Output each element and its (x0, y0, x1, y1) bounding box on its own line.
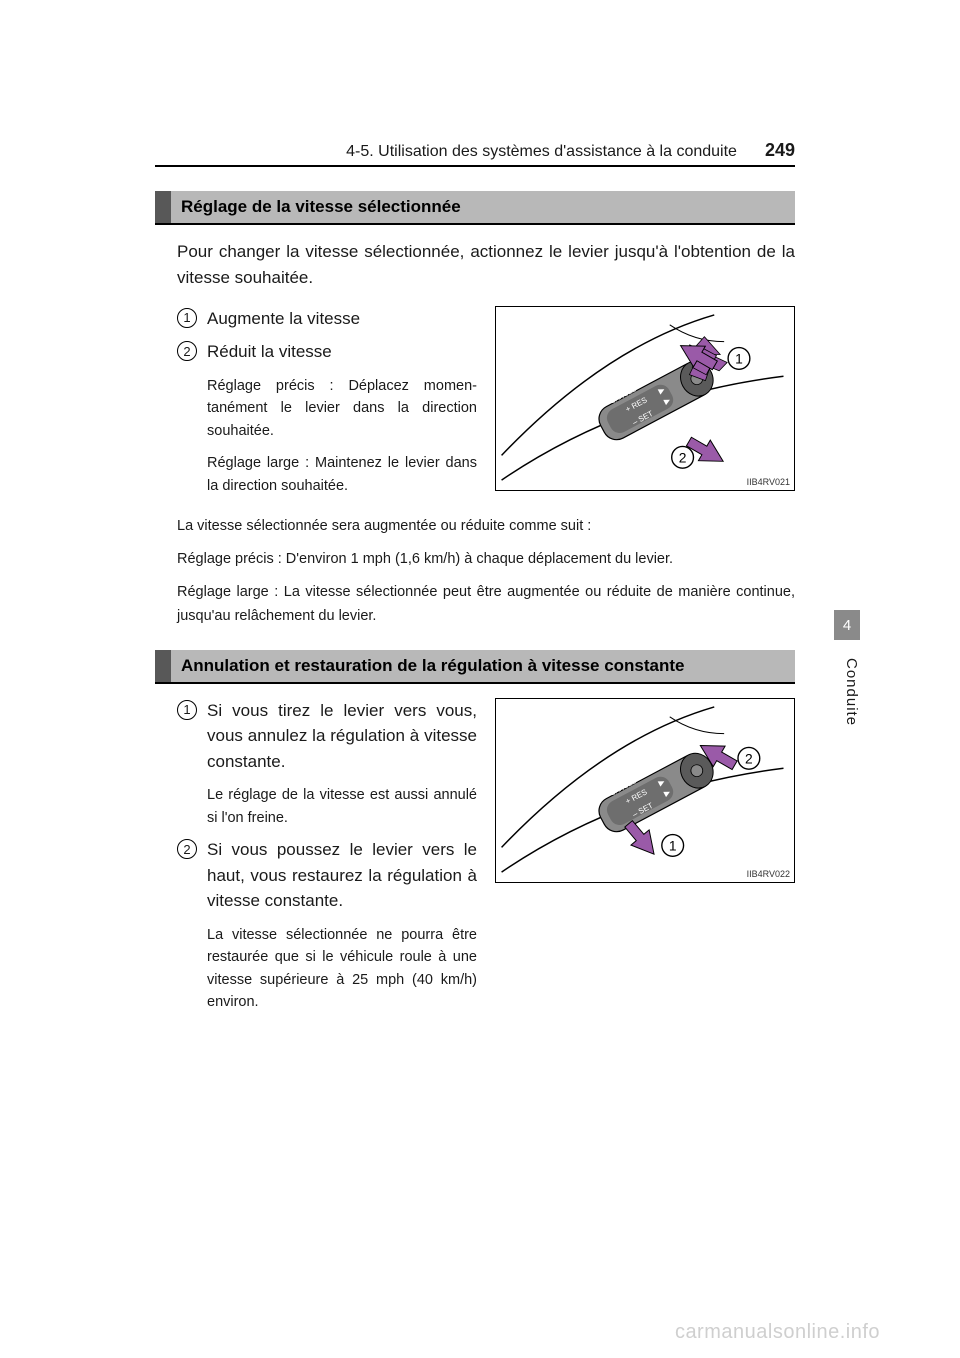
section2-figure-col: CANCEL + RES – SET (495, 698, 795, 1022)
figure-caption: IIB4RV022 (747, 869, 790, 879)
item-label: Si vous poussez le levier vers le haut, … (207, 837, 477, 914)
side-tab: 4 Conduite (834, 610, 860, 780)
after-p1: La vitesse sélectionnée sera augmentée o… (177, 515, 795, 538)
page-header: 4-5. Utilisation des systèmes d'assistan… (155, 140, 795, 167)
section1-intro: Pour changer la vitesse sélectionnée, ac… (155, 239, 795, 292)
list-item: 1 Si vous tirez le levier vers vous, vou… (177, 698, 477, 829)
section-title: Annulation et restauration de la régulat… (171, 650, 695, 682)
figure-annulation: CANCEL + RES – SET (495, 698, 795, 883)
item-sub: Le réglage de la vitesse est aussi annul… (207, 784, 477, 829)
callout-number-icon: 1 (177, 700, 197, 720)
section2-left: 1 Si vous tirez le levier vers vous, vou… (177, 698, 477, 1022)
section-path: 4-5. Utilisation des systèmes d'assistan… (346, 143, 737, 161)
section1-columns: 1 Augmente la vitesse 2 Réduit la vitess… (155, 306, 795, 505)
callout-2: 2 (679, 449, 687, 465)
callout-number-icon: 2 (177, 839, 197, 859)
figure-caption: IIB4RV021 (747, 477, 790, 487)
after-p3: Réglage large : La vitesse sélectionnée … (177, 581, 795, 627)
after-p2: Réglage précis : D'environ 1 mph (1,6 km… (177, 548, 795, 571)
callout-2: 2 (745, 750, 753, 766)
item-body: Augmente la vitesse (207, 306, 477, 332)
section-heading-annulation: Annulation et restauration de la régulat… (155, 650, 795, 684)
callout-1: 1 (735, 350, 743, 366)
figure-reglage: CANCEL + RES – SET (495, 306, 795, 491)
section1-after: La vitesse sélectionnée sera augmentée o… (155, 515, 795, 628)
list-item: 2 Réduit la vitesse Réglage précis : Dép… (177, 339, 477, 497)
watermark: carmanualsonline.info (675, 1321, 880, 1344)
lever-diagram-svg: CANCEL + RES – SET (496, 699, 794, 882)
item-label: Si vous tirez le levier vers vous, vous … (207, 698, 477, 775)
list-item: 1 Augmente la vitesse (177, 306, 477, 332)
item-sub: Réglage large : Maintenez le levier dans… (207, 452, 477, 497)
callout-number-icon: 2 (177, 341, 197, 361)
heading-bar-icon (155, 191, 171, 223)
item-body: Si vous poussez le levier vers le haut, … (207, 837, 477, 1013)
callout-1: 1 (669, 837, 677, 853)
page: 4-5. Utilisation des systèmes d'assistan… (0, 0, 960, 1358)
chapter-label: Conduite (834, 658, 860, 726)
item-body: Réduit la vitesse Réglage précis : Dépla… (207, 339, 477, 497)
item-label: Augmente la vitesse (207, 306, 477, 332)
page-number: 249 (765, 140, 795, 161)
section1-figure-col: CANCEL + RES – SET (495, 306, 795, 505)
section-heading-reglage: Réglage de la vitesse sélectionnée (155, 191, 795, 225)
item-label: Réduit la vitesse (207, 339, 477, 365)
item-body: Si vous tirez le levier vers vous, vous … (207, 698, 477, 829)
section1-left: 1 Augmente la vitesse 2 Réduit la vitess… (177, 306, 477, 505)
callout-number-icon: 1 (177, 308, 197, 328)
content-area: 4-5. Utilisation des systèmes d'assistan… (155, 140, 795, 1022)
item-sub: Réglage précis : Déplacez momen­tanément… (207, 375, 477, 442)
lever-diagram-svg: CANCEL + RES – SET (496, 307, 794, 490)
list-item: 2 Si vous poussez le levier vers le haut… (177, 837, 477, 1013)
chapter-number: 4 (834, 610, 860, 640)
item-sub: La vitesse sélectionnée ne pourra être r… (207, 924, 477, 1014)
section-title: Réglage de la vitesse sélectionnée (171, 191, 471, 223)
section2-columns: 1 Si vous tirez le levier vers vous, vou… (155, 698, 795, 1022)
heading-bar-icon (155, 650, 171, 682)
